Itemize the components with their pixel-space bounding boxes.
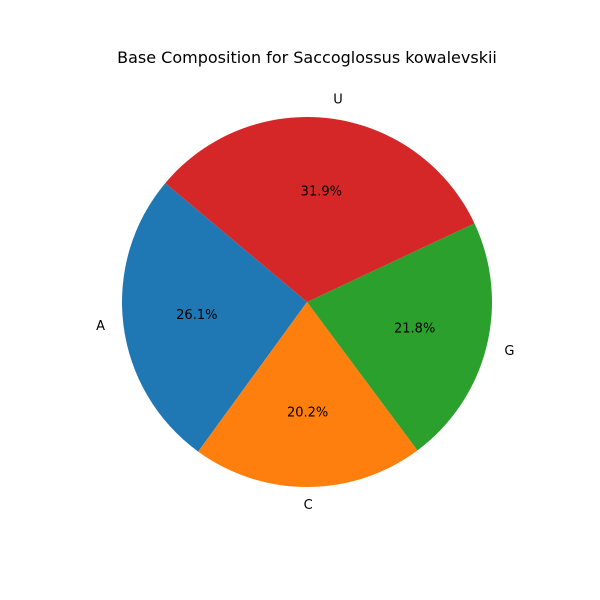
percent-label-u: 31.9% xyxy=(301,184,342,199)
category-label-c: C xyxy=(304,498,313,513)
category-label-a: A xyxy=(96,319,105,334)
percent-label-c: 20.2% xyxy=(287,405,328,420)
pie-slices xyxy=(122,117,492,487)
category-label-g: G xyxy=(504,344,514,359)
pie-labels: A 26.1% C 20.2% G 21.8% U 31.9% xyxy=(96,93,514,513)
pie-slice-u xyxy=(165,117,475,302)
pie-slice-g xyxy=(307,223,492,451)
percent-label-a: 26.1% xyxy=(176,308,217,323)
category-label-u: U xyxy=(333,93,343,108)
pie-slice-c xyxy=(198,302,418,487)
pie-slice-a xyxy=(122,183,307,452)
chart-title: Base Composition for Saccoglossus kowale… xyxy=(117,48,497,67)
percent-label-g: 21.8% xyxy=(394,322,435,337)
